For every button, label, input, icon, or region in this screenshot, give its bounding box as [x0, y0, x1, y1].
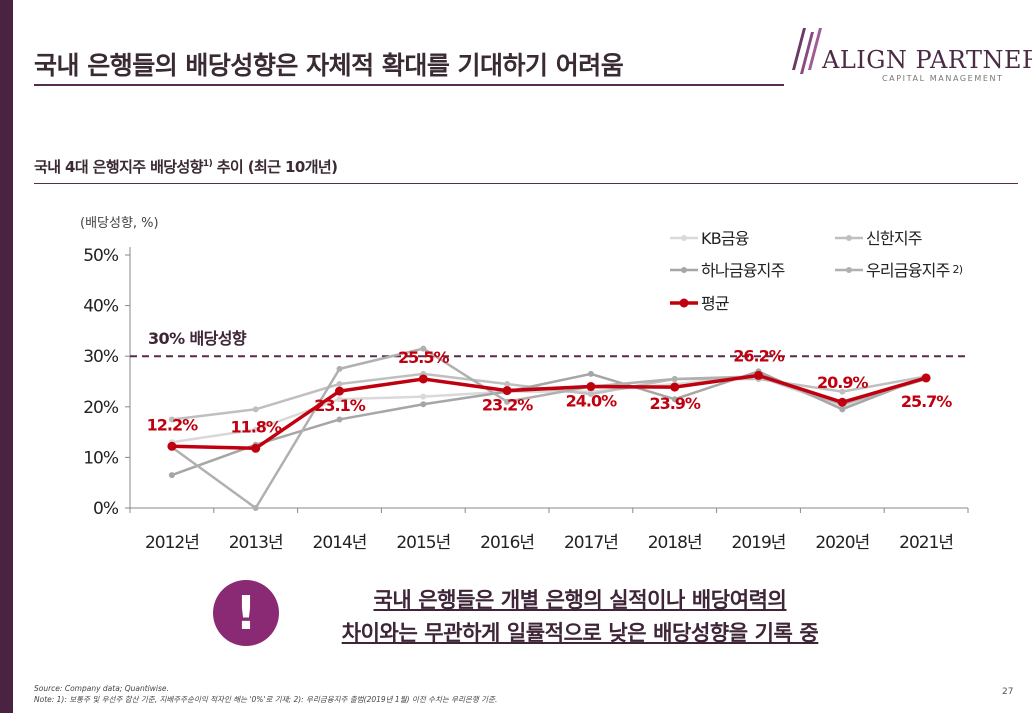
series-point	[420, 345, 427, 352]
x-tick-label: 2017년	[564, 533, 618, 553]
y-tick-label: 40%	[83, 297, 119, 317]
average-point	[670, 382, 680, 392]
key-message: 국내 은행들은 개별 은행의 실적이나 배당여력의 차이와는 무관하게 일률적으…	[290, 584, 870, 650]
y-tick-label: 30%	[83, 347, 119, 367]
x-tick-label: 2012년	[145, 533, 199, 553]
y-tick-label: 20%	[83, 398, 119, 418]
subtitle-underline	[34, 183, 1018, 184]
company-logo: ALIGN PARTNERS CAPITAL MANAGEMENT	[786, 22, 1032, 84]
logo-mark-icon	[792, 28, 822, 74]
average-data-label: 23.9%	[649, 394, 700, 413]
series-point	[168, 416, 175, 423]
y-tick-label: 10%	[83, 448, 119, 468]
x-tick-label: 2013년	[229, 533, 283, 553]
series-point	[420, 401, 427, 408]
average-data-label: 23.1%	[314, 396, 365, 415]
average-data-label: 23.2%	[482, 396, 533, 415]
series-point	[252, 406, 259, 413]
series-point	[504, 381, 511, 388]
logo-subtitle: CAPITAL MANAGEMENT	[882, 74, 1004, 83]
x-tick-label: 2016년	[480, 533, 534, 553]
average-point	[251, 443, 261, 453]
series-point	[420, 393, 427, 400]
series-point	[839, 406, 846, 413]
series-point	[504, 398, 511, 405]
series-point	[252, 505, 259, 511]
chart-subtitle: 국내 4대 은행지주 배당성향1) 추이 (최근 10개년)	[34, 158, 338, 176]
key-message-line-2: 차이와는 무관하게 일률적으로 낮은 배당성향을 기록 중	[341, 621, 819, 645]
x-tick-label: 2020년	[815, 533, 869, 553]
x-tick-label: 2021년	[899, 533, 953, 553]
series-point	[252, 426, 259, 433]
note-text: Note: 1): 보통주 및 우선주 합산 기준, 지배주주순이익 적자인 해…	[34, 695, 498, 704]
series-point	[336, 396, 343, 403]
legend-label: KB금융	[701, 229, 749, 248]
reference-line-label: 30% 배당성향	[148, 329, 247, 348]
y-tick-label: 50%	[83, 246, 119, 266]
unit-label: (배당성향, %)	[80, 216, 159, 231]
legend-label: 하나금융지주	[701, 261, 785, 280]
average-point	[418, 374, 428, 384]
average-data-label: 25.5%	[398, 348, 449, 367]
series-point	[671, 396, 678, 403]
average-point	[837, 397, 847, 407]
y-tick-label: 0%	[93, 499, 119, 519]
legend-swatch-marker	[679, 298, 689, 308]
average-point	[167, 441, 177, 451]
series-point	[336, 365, 343, 372]
x-tick-label: 2014년	[313, 533, 367, 553]
legend-label: 평균	[701, 294, 729, 313]
average-data-label: 20.9%	[817, 373, 868, 392]
series-point	[336, 416, 343, 423]
page-title: 국내 은행들의 배당성향은 자체적 확대를 기대하기 어려움	[34, 51, 624, 80]
average-line	[171, 373, 927, 451]
legend-swatch-marker	[681, 235, 687, 241]
series-point	[336, 381, 343, 388]
series-point	[839, 388, 846, 395]
average-data-label: 25.7%	[901, 392, 952, 411]
x-tick-label: 2018년	[648, 533, 702, 553]
series-point	[671, 375, 678, 382]
legend-label: 우리금융지주 2)	[866, 261, 963, 280]
average-data-label: 12.2%	[147, 415, 198, 434]
legend-swatch-marker	[846, 235, 852, 241]
source-text: Source: Company data; Quantiwise.	[34, 684, 169, 693]
title-underline	[34, 84, 784, 86]
average-data-label: 11.8%	[230, 417, 281, 436]
footnote: Source: Company data; Quantiwise. Note: …	[34, 683, 497, 705]
average-point	[586, 382, 596, 392]
x-tick-label: 2019년	[732, 533, 786, 553]
logo-name: ALIGN PARTNERS	[822, 46, 1032, 74]
alert-icon: !	[213, 580, 279, 646]
series-point	[587, 391, 594, 398]
page-number: 27	[1002, 687, 1014, 697]
left-accent-bar	[0, 0, 13, 713]
legend-swatch-marker	[846, 267, 852, 273]
average-data-label: 26.2%	[733, 346, 784, 365]
average-data-label: 24.0%	[566, 392, 617, 411]
series-point	[168, 472, 175, 479]
legend-label: 신한지주	[866, 229, 922, 248]
series-point	[587, 370, 594, 377]
legend-swatch-marker	[681, 267, 687, 273]
average-point	[335, 386, 344, 396]
average-point	[502, 386, 512, 396]
average-point	[754, 370, 763, 380]
average-point	[921, 373, 931, 383]
x-tick-label: 2015년	[396, 533, 450, 553]
key-message-line-1: 국내 은행들은 개별 은행의 실적이나 배당여력의	[373, 588, 787, 612]
